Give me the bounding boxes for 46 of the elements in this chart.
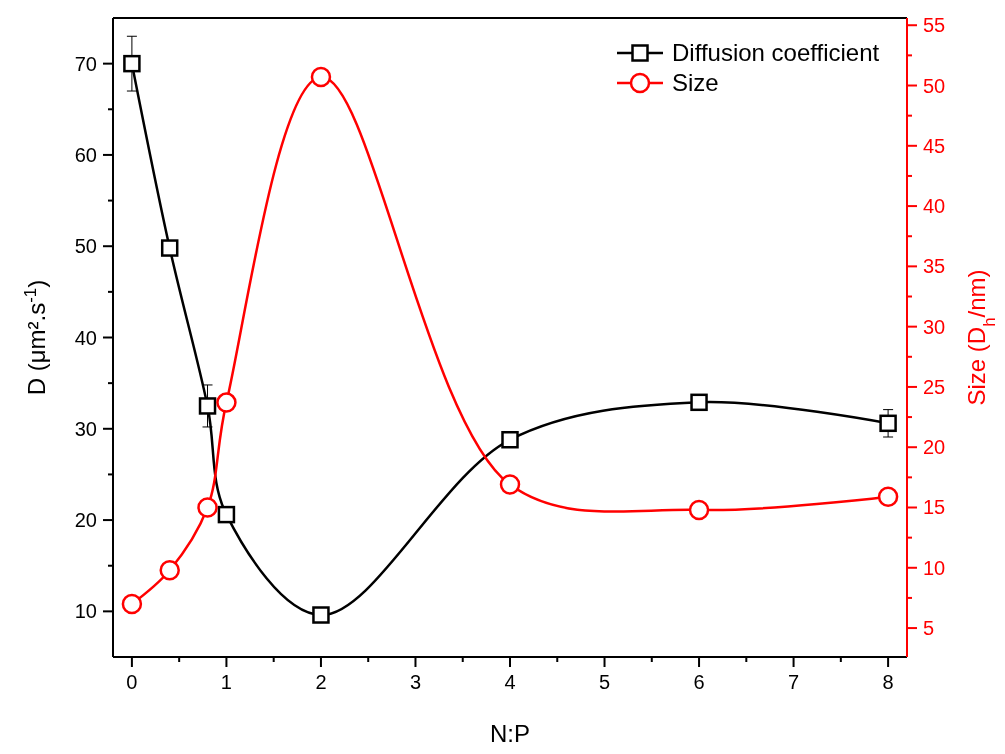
point <box>499 474 521 495</box>
y-tick-label: 70 <box>74 52 97 75</box>
x-axis-title: N:P <box>489 720 531 747</box>
y2-tick-label: 30 <box>923 315 946 338</box>
y-tick-label: 20 <box>74 509 97 532</box>
point <box>310 66 332 88</box>
y2-tick-label: 35 <box>923 255 946 278</box>
x-tick-label: 5 <box>598 671 611 693</box>
y2-tick-label: 25 <box>923 375 946 398</box>
point <box>312 606 330 624</box>
y2-tick-label: 15 <box>923 496 946 519</box>
legend-label: Size <box>672 69 719 96</box>
point <box>217 505 236 524</box>
x-tick-label: 2 <box>315 671 327 693</box>
y-tick-label: 50 <box>74 235 97 258</box>
legend-label: Diffusion coefficient <box>672 39 880 66</box>
x-tick-label: 3 <box>409 671 422 693</box>
point <box>216 392 237 413</box>
point <box>688 499 710 521</box>
x-tick-label: 7 <box>788 671 800 693</box>
y2-tick-label: 45 <box>923 134 946 157</box>
x-tick-label: 1 <box>220 671 232 693</box>
y2-tick-label: 5 <box>923 617 935 640</box>
point <box>501 430 519 449</box>
point <box>877 486 899 507</box>
y2-tick-label: 50 <box>923 74 946 97</box>
y-tick-label: 30 <box>74 417 97 440</box>
point <box>121 593 143 615</box>
y2-tick-label: 10 <box>923 556 946 579</box>
y-tick-label: 10 <box>74 600 97 623</box>
y-tick-label: 40 <box>74 326 97 349</box>
point <box>197 497 218 518</box>
point <box>198 397 217 415</box>
point <box>160 239 179 257</box>
point <box>690 393 708 412</box>
x-tick-label: 4 <box>504 671 516 693</box>
x-tick-label: 0 <box>126 671 138 693</box>
point <box>879 414 897 433</box>
y2-tick-label: 55 <box>923 14 946 37</box>
point <box>159 559 180 581</box>
x-tick-label: 6 <box>693 671 705 693</box>
point <box>123 54 141 73</box>
y2-tick-label: 40 <box>923 195 946 218</box>
y-tick-label: 60 <box>74 143 97 166</box>
y2-tick-label: 20 <box>923 436 946 459</box>
x-tick-label: 8 <box>882 671 894 693</box>
